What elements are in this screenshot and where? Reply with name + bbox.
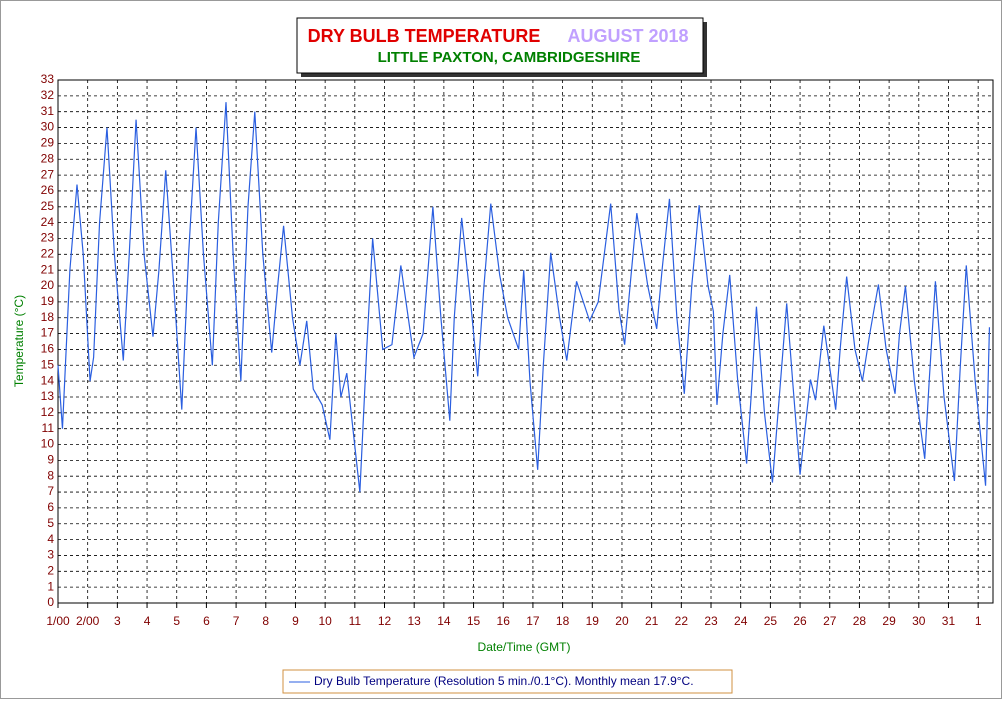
y-tick-label: 32 (41, 88, 55, 102)
x-tick-label: 8 (262, 614, 269, 628)
y-tick-label: 23 (41, 231, 55, 245)
x-tick-label: 9 (292, 614, 299, 628)
chart-title: DRY BULB TEMPERATURE (308, 26, 541, 46)
y-tick-label: 25 (41, 199, 55, 213)
x-tick-label: 1 (975, 614, 982, 628)
x-tick-label: 4 (144, 614, 151, 628)
y-tick-label: 0 (47, 595, 54, 609)
y-tick-label: 29 (41, 136, 55, 150)
chart-subtitle: LITTLE PAXTON, CAMBRIDGESHIRE (378, 49, 641, 66)
x-tick-label: 12 (378, 614, 392, 628)
y-tick-label: 26 (41, 183, 55, 197)
y-tick-label: 10 (41, 437, 55, 451)
y-tick-label: 21 (41, 262, 55, 276)
title-box (296, 17, 704, 74)
x-tick-label: 22 (675, 614, 689, 628)
y-tick-label: 16 (41, 342, 55, 356)
legend-box (282, 669, 733, 694)
x-axis-label: Date/Time (GMT) (478, 640, 571, 654)
x-tick-label: 24 (734, 614, 748, 628)
x-tick-label: 11 (349, 614, 362, 628)
x-tick-label: 13 (408, 614, 422, 628)
x-tick-label: 14 (437, 614, 451, 628)
y-tick-label: 4 (47, 532, 54, 546)
x-tick-label: 20 (615, 614, 629, 628)
y-tick-label: 13 (41, 389, 55, 403)
x-tick-label: 25 (764, 614, 778, 628)
y-tick-label: 8 (47, 468, 54, 482)
x-tick-label: 31 (942, 614, 956, 628)
x-tick-label: 6 (203, 614, 210, 628)
y-tick-label: 6 (47, 500, 54, 514)
y-tick-label: 11 (42, 421, 55, 435)
x-tick-label: 30 (912, 614, 926, 628)
x-tick-label: 3 (114, 614, 121, 628)
x-tick-label: 23 (704, 614, 718, 628)
y-tick-label: 14 (41, 373, 55, 387)
legend-label: Dry Bulb Temperature (Resolution 5 min./… (314, 674, 694, 688)
y-tick-label: 5 (47, 516, 54, 530)
x-tick-label: 18 (556, 614, 570, 628)
y-tick-label: 2 (47, 563, 54, 577)
y-tick-label: 27 (41, 167, 55, 181)
x-tick-label: 21 (645, 614, 659, 628)
y-tick-label: 30 (41, 120, 55, 134)
x-tick-label: 17 (526, 614, 540, 628)
x-tick-label: 28 (853, 614, 867, 628)
y-tick-label: 22 (41, 247, 55, 261)
y-tick-label: 7 (47, 484, 54, 498)
y-tick-label: 24 (41, 215, 55, 229)
y-tick-label: 9 (47, 453, 54, 467)
y-tick-label: 31 (41, 104, 55, 118)
series-line (57, 102, 991, 493)
y-tick-label: 28 (41, 151, 55, 165)
y-axis-label: Temperature (°C) (12, 295, 26, 387)
x-tick-label: 27 (823, 614, 837, 628)
x-tick-label: 10 (318, 614, 332, 628)
y-tick-label: 19 (41, 294, 55, 308)
y-tick-label: 33 (41, 72, 55, 86)
x-tick-label: 1/00 (46, 614, 70, 628)
y-tick-label: 20 (41, 278, 55, 292)
x-tick-label: 7 (233, 614, 240, 628)
y-tick-label: 18 (41, 310, 55, 324)
x-tick-label: 16 (497, 614, 511, 628)
x-tick-label: 15 (467, 614, 481, 628)
y-tick-label: 17 (41, 326, 55, 340)
chart-title-period: AUGUST 2018 (567, 26, 688, 46)
x-tick-label: 19 (586, 614, 600, 628)
x-tick-label: 2/00 (76, 614, 100, 628)
x-tick-label: 5 (173, 614, 180, 628)
y-tick-label: 3 (47, 548, 54, 562)
y-tick-label: 12 (41, 405, 55, 419)
y-tick-label: 15 (41, 357, 55, 371)
x-tick-label: 26 (793, 614, 807, 628)
y-tick-label: 1 (47, 579, 54, 593)
x-tick-label: 29 (882, 614, 896, 628)
plot-frame (57, 79, 994, 604)
